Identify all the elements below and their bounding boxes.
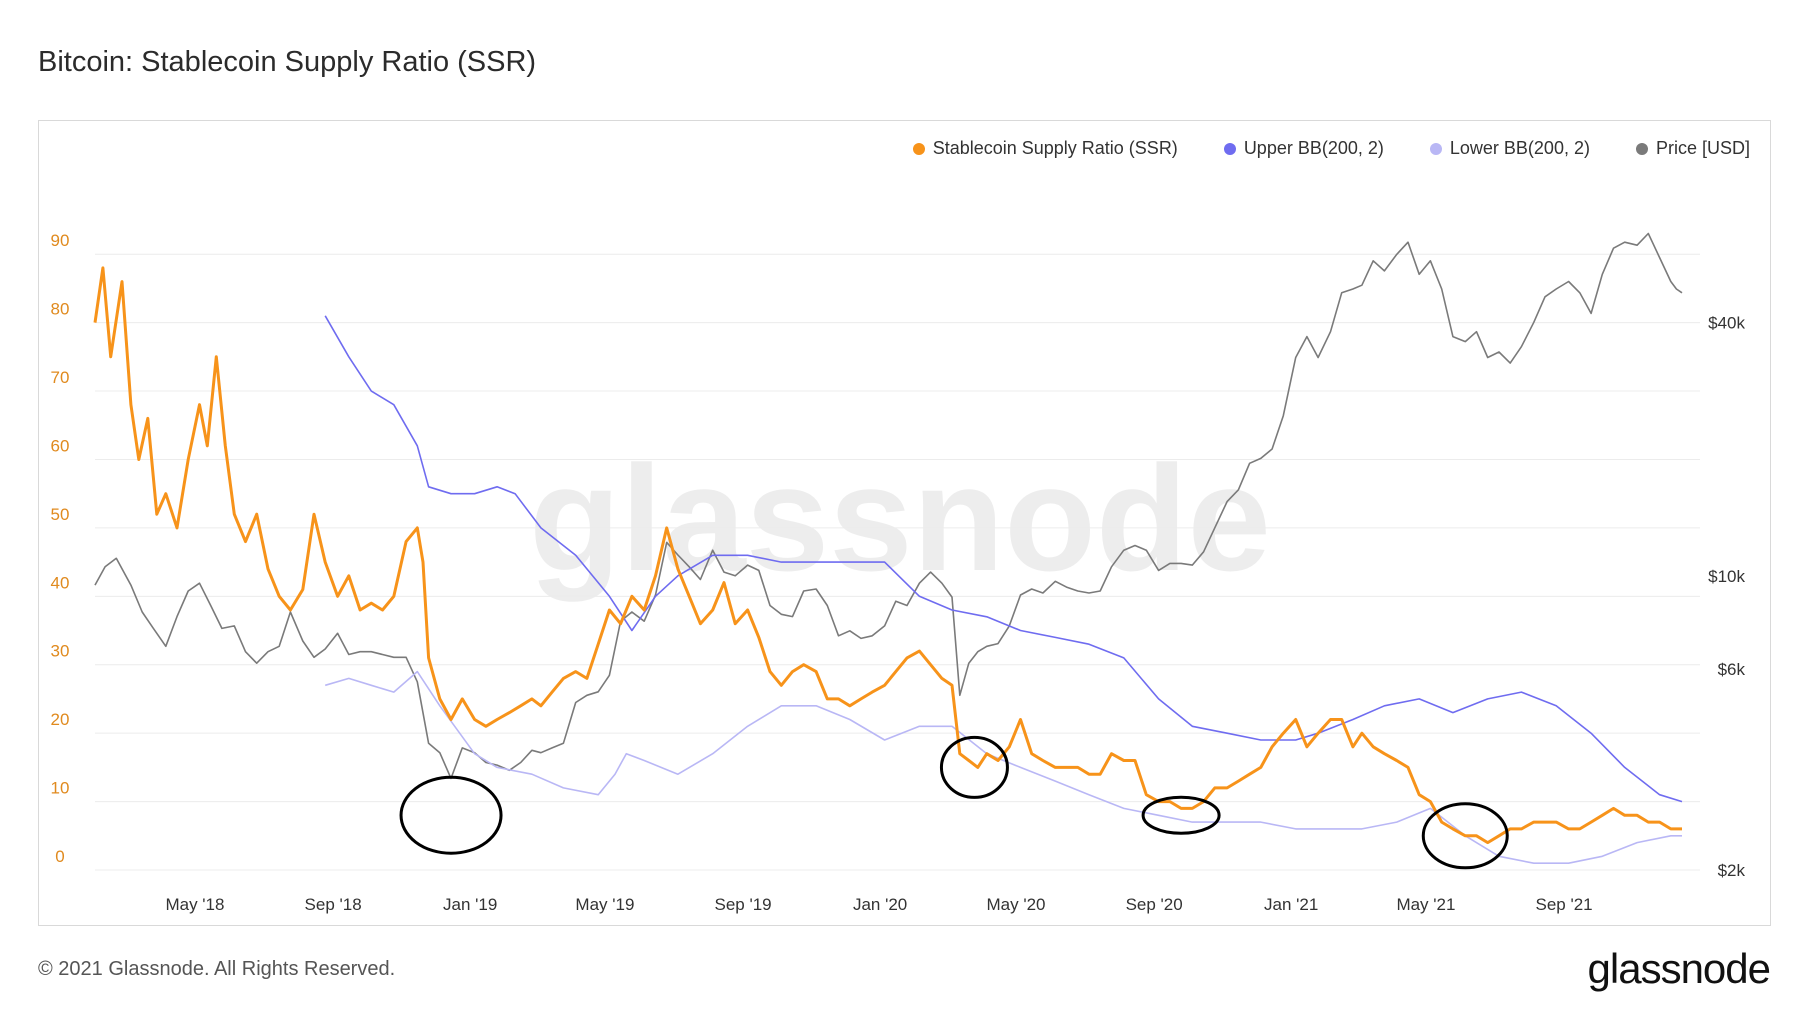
- x-tick-label: Jan '19: [443, 895, 497, 914]
- y-left-tick-label: 40: [51, 573, 70, 592]
- legend-dot-upper-bb: [1223, 142, 1236, 155]
- legend-item-price[interactable]: Price [USD]: [1635, 138, 1750, 159]
- y-left-tick-label: 90: [51, 231, 70, 250]
- legend-dot-ssr: [912, 142, 925, 155]
- legend-item-ssr[interactable]: Stablecoin Supply Ratio (SSR): [912, 138, 1178, 159]
- y-left-tick-label: 30: [51, 642, 70, 661]
- y-right-tick-label: $40k: [1708, 313, 1745, 332]
- x-tick-label: May '19: [575, 895, 634, 914]
- y-left-tick-label: 50: [51, 505, 70, 524]
- legend-label-ssr: Stablecoin Supply Ratio (SSR): [932, 138, 1178, 158]
- x-tick-label: Sep '21: [1536, 895, 1593, 914]
- series-line-upper-bb-200-2: [324, 315, 1683, 803]
- legend-item-upper-bb[interactable]: Upper BB(200, 2): [1223, 138, 1384, 159]
- y-left-tick-label: 80: [51, 300, 70, 319]
- brand-logo: glassnode: [1587, 945, 1771, 992]
- series-line-stablecoin-supply-ratio-ssr: [93, 266, 1682, 845]
- legend-label-upper-bb: Upper BB(200, 2): [1243, 138, 1384, 158]
- x-tick-label: May '20: [986, 895, 1045, 914]
- chart-title: Bitcoin: Stablecoin Supply Ratio (SSR): [38, 46, 537, 78]
- x-tick-label: Sep '18: [305, 895, 362, 914]
- legend-item-lower-bb[interactable]: Lower BB(200, 2): [1429, 138, 1590, 159]
- annotation-circle: [399, 775, 503, 855]
- x-tick-label: Jan '21: [1264, 895, 1318, 914]
- x-tick-label: Sep '20: [1126, 895, 1183, 914]
- y-left-tick-label: 10: [51, 779, 70, 798]
- legend-label-price: Price [USD]: [1655, 138, 1750, 158]
- copyright-footer: © 2021 Glassnode. All Rights Reserved.: [38, 958, 396, 980]
- y-left-tick-label: 20: [51, 710, 70, 729]
- watermark-text: glassnode: [529, 434, 1271, 602]
- annotation-circle: [1141, 795, 1221, 835]
- legend-dot-price: [1635, 142, 1648, 155]
- legend-dot-lower-bb: [1429, 142, 1442, 155]
- y-left-tick-label: 0: [55, 847, 64, 866]
- y-left-tick-label: 60: [51, 436, 70, 455]
- x-tick-label: May '21: [1396, 895, 1455, 914]
- y-right-tick-label: $6k: [1718, 660, 1746, 679]
- x-tick-label: May '18: [165, 895, 224, 914]
- legend-label-lower-bb: Lower BB(200, 2): [1449, 138, 1590, 158]
- y-right-tick-label: $10k: [1708, 567, 1745, 586]
- x-tick-label: Sep '19: [714, 895, 771, 914]
- series-line-lower-bb-200-2: [324, 670, 1682, 864]
- annotation-circle: [1421, 802, 1509, 870]
- x-tick-label: Jan '20: [853, 895, 907, 914]
- annotation-circle: [939, 735, 1009, 799]
- series-line-price-usd: [94, 232, 1683, 780]
- y-right-tick-label: $2k: [1718, 861, 1746, 880]
- legend: Stablecoin Supply Ratio (SSR) Upper BB(2…: [912, 138, 1750, 159]
- y-left-tick-label: 70: [51, 368, 70, 387]
- chart-frame: [38, 120, 1771, 926]
